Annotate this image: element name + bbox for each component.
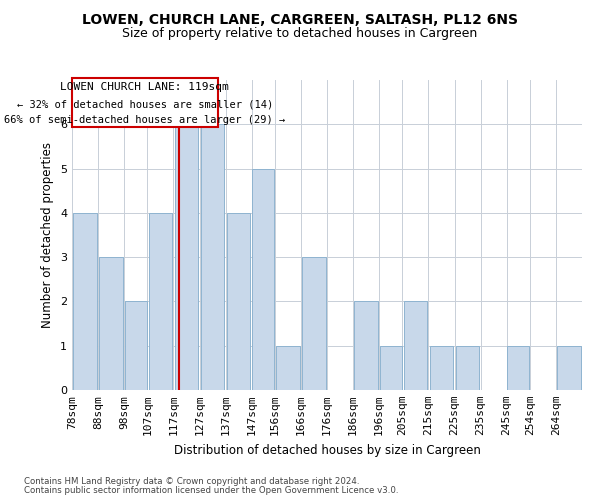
Text: ← 32% of detached houses are smaller (14): ← 32% of detached houses are smaller (14… [17, 100, 273, 110]
Bar [508, 346, 529, 390]
Text: LOWEN CHURCH LANE: 119sqm: LOWEN CHURCH LANE: 119sqm [61, 82, 229, 92]
Bar [99, 257, 123, 390]
Bar [404, 302, 427, 390]
Text: Size of property relative to detached houses in Cargreen: Size of property relative to detached ho… [122, 28, 478, 40]
Text: Contains HM Land Registry data © Crown copyright and database right 2024.: Contains HM Land Registry data © Crown c… [24, 477, 359, 486]
Text: Contains public sector information licensed under the Open Government Licence v3: Contains public sector information licen… [24, 486, 398, 495]
Bar [430, 346, 454, 390]
Bar [380, 346, 401, 390]
Bar [125, 302, 146, 390]
Bar [73, 213, 97, 390]
FancyBboxPatch shape [72, 78, 218, 126]
Text: LOWEN, CHURCH LANE, CARGREEN, SALTASH, PL12 6NS: LOWEN, CHURCH LANE, CARGREEN, SALTASH, P… [82, 12, 518, 26]
Bar [354, 302, 378, 390]
Bar [302, 257, 326, 390]
Bar [455, 346, 479, 390]
Bar [149, 213, 172, 390]
Text: 66% of semi-detached houses are larger (29) →: 66% of semi-detached houses are larger (… [4, 115, 286, 125]
Bar [276, 346, 300, 390]
Bar [175, 124, 199, 390]
Bar [200, 124, 224, 390]
Bar [227, 213, 251, 390]
X-axis label: Distribution of detached houses by size in Cargreen: Distribution of detached houses by size … [173, 444, 481, 456]
Y-axis label: Number of detached properties: Number of detached properties [41, 142, 55, 328]
Bar [557, 346, 581, 390]
Bar [253, 168, 274, 390]
